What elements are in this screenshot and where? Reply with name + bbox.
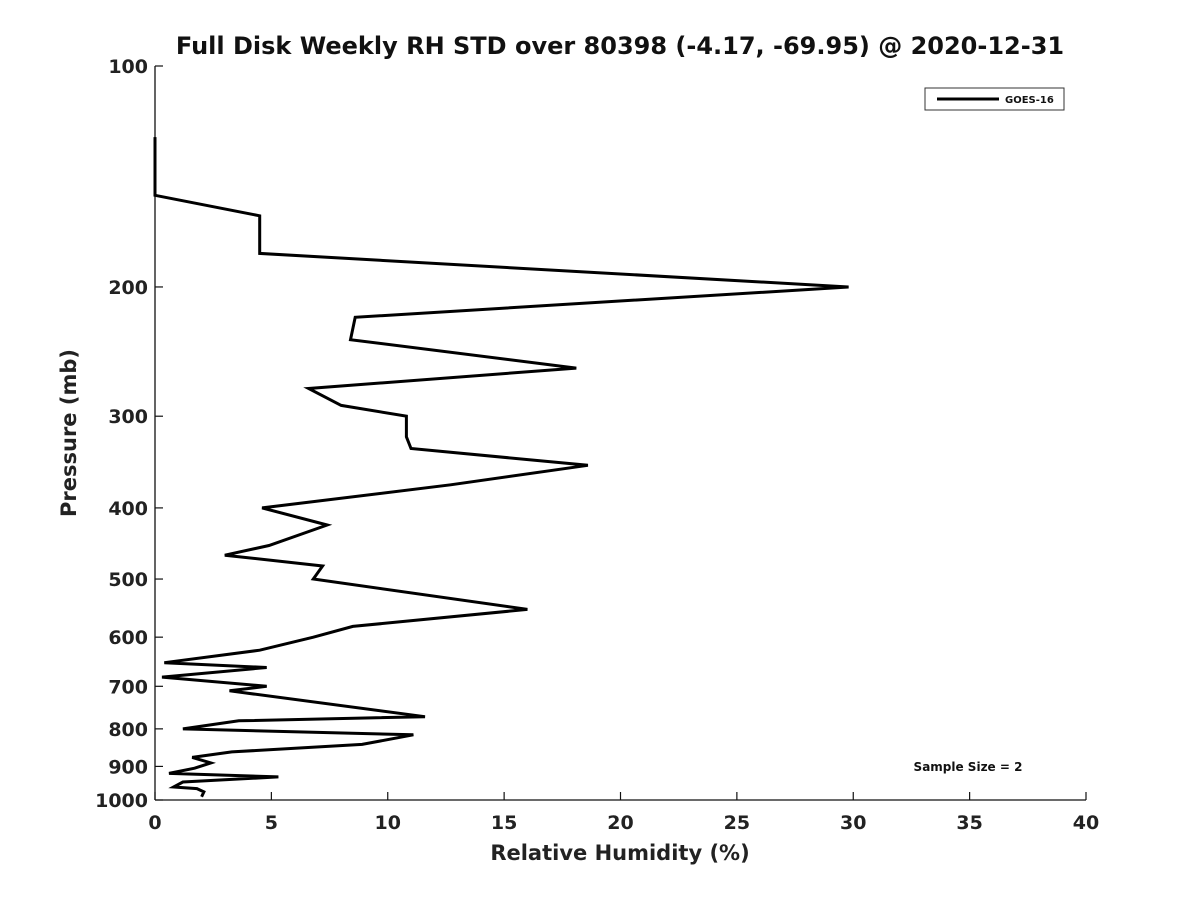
y-tick-label: 500 [108, 569, 148, 591]
y-tick-label: 100 [108, 56, 148, 78]
x-tick-label: 5 [265, 812, 278, 834]
x-tick-label: 20 [607, 812, 633, 834]
y-tick-label: 900 [108, 756, 148, 778]
legend[interactable]: GOES-16 [924, 87, 1065, 111]
x-tick-label: 15 [491, 812, 517, 834]
y-tick-label: 700 [108, 676, 148, 698]
y-tick-label: 300 [108, 406, 148, 428]
y-tick-label: 1000 [95, 790, 148, 812]
y-tick-label: 800 [108, 719, 148, 741]
plot-area: 0 5 10 15 20 25 30 35 40 100 200 300 400 500 600 700 80… [95, 56, 1099, 834]
y-tick-label: 400 [108, 498, 148, 520]
y-tick-label: 600 [108, 627, 148, 649]
series-group [153, 137, 849, 798]
x-tick-label: 10 [375, 812, 401, 834]
chart-title: Full Disk Weekly RH STD over 80398 (-4.1… [176, 32, 1064, 60]
x-tick-label: 35 [956, 812, 982, 834]
x-tick-label: 30 [840, 812, 866, 834]
x-tick-label: 40 [1073, 812, 1099, 834]
x-tick-label: 25 [724, 812, 750, 834]
y-ticks: 100 200 300 400 500 600 700 800 900 1000 [95, 56, 163, 812]
y-tick-label: 200 [108, 277, 148, 299]
x-axis-label: Relative Humidity (%) [490, 841, 749, 865]
x-tick-label: 0 [148, 812, 161, 834]
x-ticks: 0 5 10 15 20 25 30 35 40 [148, 792, 1099, 834]
y-axis-label: Pressure (mb) [57, 349, 81, 517]
legend-label: GOES-16 [1005, 95, 1054, 106]
series-line-goes-16 [153, 137, 849, 798]
sample-size-annotation: Sample Size = 2 [914, 760, 1023, 774]
